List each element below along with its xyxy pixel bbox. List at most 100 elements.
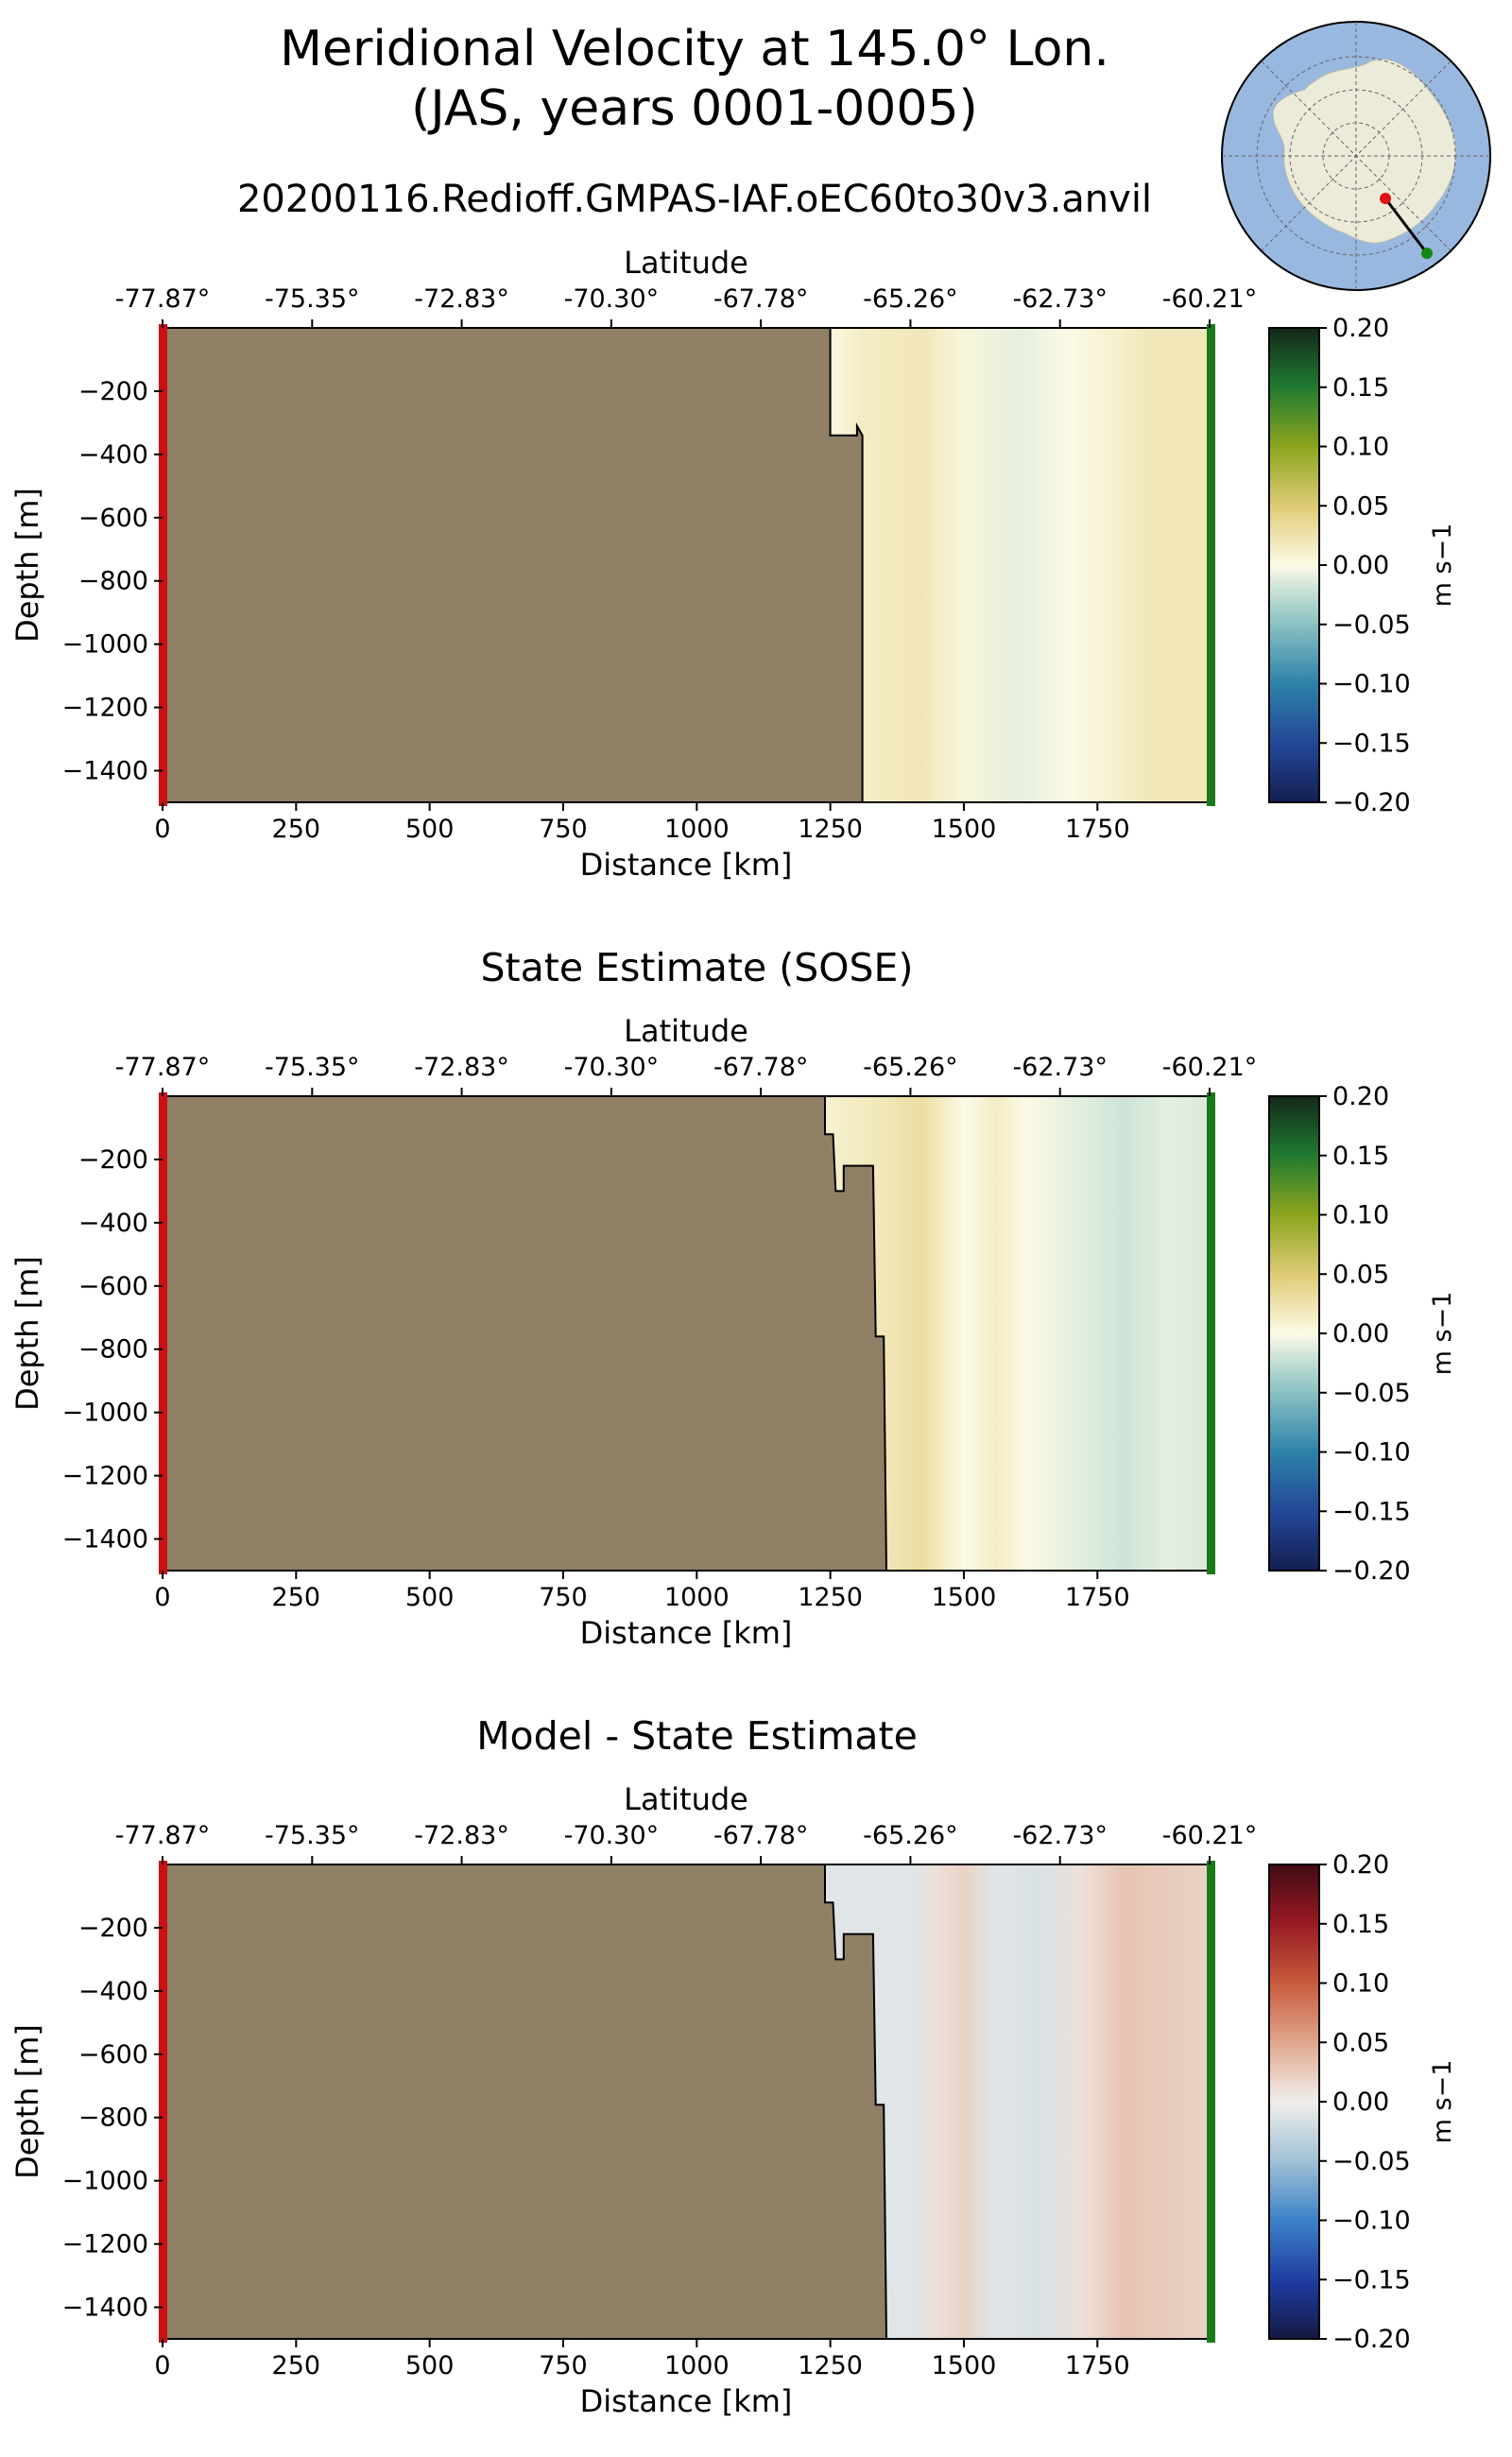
colorbar-tick-label-model: −0.10	[1332, 670, 1411, 699]
lat-tick-label-diff: -60.21°	[1162, 1821, 1258, 1850]
lat-tick-label-model: -67.78°	[713, 284, 809, 314]
x-tick-label-model: 750	[539, 815, 588, 844]
y-tick-label-sose: −200	[78, 1145, 148, 1175]
colorbar-tick-label-sose: 0.10	[1332, 1201, 1389, 1230]
lat-tick-label-model: -60.21°	[1162, 284, 1258, 314]
x-axis-label-diff: Distance [km]	[580, 2383, 793, 2419]
lat-tick-label-model: -65.26°	[863, 284, 958, 314]
x-tick-label-sose: 0	[154, 1583, 170, 1612]
lat-tick-label-diff: -77.87°	[115, 1821, 211, 1850]
x-tick-label-diff: 0	[154, 2351, 170, 2380]
lat-tick-label-sose: -72.83°	[414, 1053, 509, 1082]
colorbar-tick-label-model: 0.10	[1332, 433, 1389, 462]
colorbar-tick-label-model: −0.20	[1332, 788, 1411, 817]
colorbar-tick-label-diff: 0.00	[1332, 2088, 1389, 2117]
lat-tick-label-sose: -70.30°	[564, 1053, 660, 1082]
x-axis-label-sose: Distance [km]	[580, 1615, 793, 1651]
colorbar-tick-label-sose: −0.15	[1332, 1497, 1411, 1526]
y-tick-label-sose: −1400	[62, 1525, 148, 1555]
lat-tick-label-model: -70.30°	[564, 284, 660, 314]
end-marker-sose	[1207, 1092, 1215, 1574]
y-axis-label-model: Depth [m]	[9, 488, 45, 643]
lat-tick-label-sose: -77.87°	[115, 1053, 211, 1082]
colorbar-tick-label-sose: 0.20	[1332, 1082, 1389, 1111]
page-title: Meridional Velocity at 145.0° Lon.	[280, 21, 1109, 77]
colorbar-tick-label-diff: 0.15	[1332, 1910, 1389, 1939]
lat-axis-label-diff: Latitude	[624, 1781, 748, 1817]
transect-start-marker	[1380, 193, 1391, 204]
land-mask-diff	[163, 1864, 886, 2339]
lat-tick-label-sose: -62.73°	[1012, 1053, 1108, 1082]
lat-tick-label-sose: -67.78°	[713, 1053, 809, 1082]
x-tick-label-sose: 250	[272, 1583, 321, 1612]
y-tick-label-diff: −1400	[62, 2294, 148, 2323]
lat-tick-label-sose: -65.26°	[863, 1053, 958, 1082]
y-tick-label-model: −800	[78, 567, 148, 596]
lat-tick-label-model: -72.83°	[414, 284, 509, 314]
lat-tick-label-diff: -70.30°	[564, 1821, 660, 1850]
x-tick-label-model: 1000	[664, 815, 730, 844]
x-tick-label-model: 1500	[932, 815, 997, 844]
x-tick-label-model: 0	[154, 815, 170, 844]
colorbar-sose	[1268, 1095, 1320, 1572]
colorbar-tick-label-sose: −0.20	[1332, 1556, 1411, 1586]
colorbar-tick-label-model: −0.15	[1332, 729, 1411, 758]
x-tick-label-diff: 1500	[932, 2351, 997, 2380]
panel-title-diff: Model - State Estimate	[476, 1713, 918, 1759]
bathymetry-line-model	[829, 328, 864, 802]
colorbar-label-diff: m s−1	[1428, 2060, 1457, 2144]
y-tick-label-diff: −1000	[62, 2167, 148, 2196]
y-tick-label-diff: −400	[78, 1977, 148, 2006]
x-tick-label-diff: 1250	[798, 2351, 863, 2380]
x-tick-label-sose: 1000	[664, 1583, 730, 1612]
colorbar-tick-label-sose: 0.15	[1332, 1142, 1389, 1171]
land-mask-model	[163, 328, 863, 802]
colorbar-tick-label-diff: −0.05	[1332, 2147, 1411, 2176]
y-tick-label-model: −1200	[62, 694, 148, 723]
colorbar-tick-label-sose: −0.05	[1332, 1379, 1411, 1408]
end-marker-model	[1207, 324, 1215, 806]
lat-tick-label-sose: -75.35°	[265, 1053, 360, 1082]
colorbar-tick-label-model: 0.20	[1332, 314, 1389, 343]
y-tick-label-model: −400	[78, 440, 148, 470]
lat-tick-label-sose: -60.21°	[1162, 1053, 1258, 1082]
graticule	[1222, 22, 1490, 290]
x-tick-label-diff: 250	[272, 2351, 321, 2380]
colorbar-label-sose: m s−1	[1428, 1292, 1457, 1376]
y-axis-label-diff: Depth [m]	[9, 2024, 45, 2179]
lat-tick-label-diff: -62.73°	[1012, 1821, 1108, 1850]
locator-map	[1221, 21, 1491, 291]
y-tick-label-model: −200	[78, 377, 148, 406]
x-tick-label-diff: 1750	[1065, 2351, 1130, 2380]
x-axis-label-model: Distance [km]	[580, 847, 793, 883]
y-tick-label-model: −1000	[62, 630, 148, 660]
lat-axis-label-sose: Latitude	[624, 1013, 748, 1049]
x-tick-label-diff: 500	[405, 2351, 455, 2380]
y-tick-label-sose: −600	[78, 1272, 148, 1301]
colorbar-tick-label-diff: −0.20	[1332, 2325, 1411, 2354]
bathymetry-line-diff	[824, 1864, 887, 2340]
colorbar-tick-label-model: −0.05	[1332, 610, 1411, 640]
y-tick-label-sose: −1000	[62, 1399, 148, 1428]
end-marker-diff	[1207, 1861, 1215, 2343]
colorbar-tick-label-model: 0.00	[1332, 551, 1389, 580]
colorbar-label-model: m s−1	[1428, 524, 1457, 608]
lat-tick-label-diff: -67.78°	[713, 1821, 809, 1850]
colorbar-tick-label-model: 0.15	[1332, 373, 1389, 403]
y-tick-label-sose: −800	[78, 1335, 148, 1365]
colorbar-tick-label-sose: 0.00	[1332, 1319, 1389, 1349]
y-tick-label-model: −600	[78, 504, 148, 533]
y-tick-label-sose: −400	[78, 1209, 148, 1238]
page-subtitle: (JAS, years 0001-0005)	[411, 80, 978, 137]
colorbar-tick-label-diff: 0.10	[1332, 1969, 1389, 1999]
lat-tick-label-diff: -75.35°	[265, 1821, 360, 1850]
y-axis-label-sose: Depth [m]	[9, 1256, 45, 1411]
colorbar-model	[1268, 327, 1320, 803]
colorbar-tick-label-diff: −0.10	[1332, 2207, 1411, 2236]
colorbar-tick-label-diff: 0.20	[1332, 1850, 1389, 1880]
colorbar-diff	[1268, 1864, 1320, 2340]
y-tick-label-sose: −1200	[62, 1462, 148, 1491]
panel-title-sose: State Estimate (SOSE)	[480, 945, 914, 990]
lat-tick-label-model: -75.35°	[265, 284, 360, 314]
